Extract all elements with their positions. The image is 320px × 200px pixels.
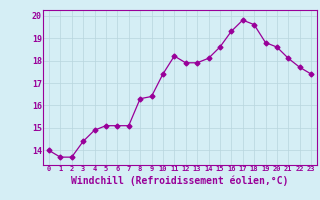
X-axis label: Windchill (Refroidissement éolien,°C): Windchill (Refroidissement éolien,°C) — [71, 175, 289, 186]
